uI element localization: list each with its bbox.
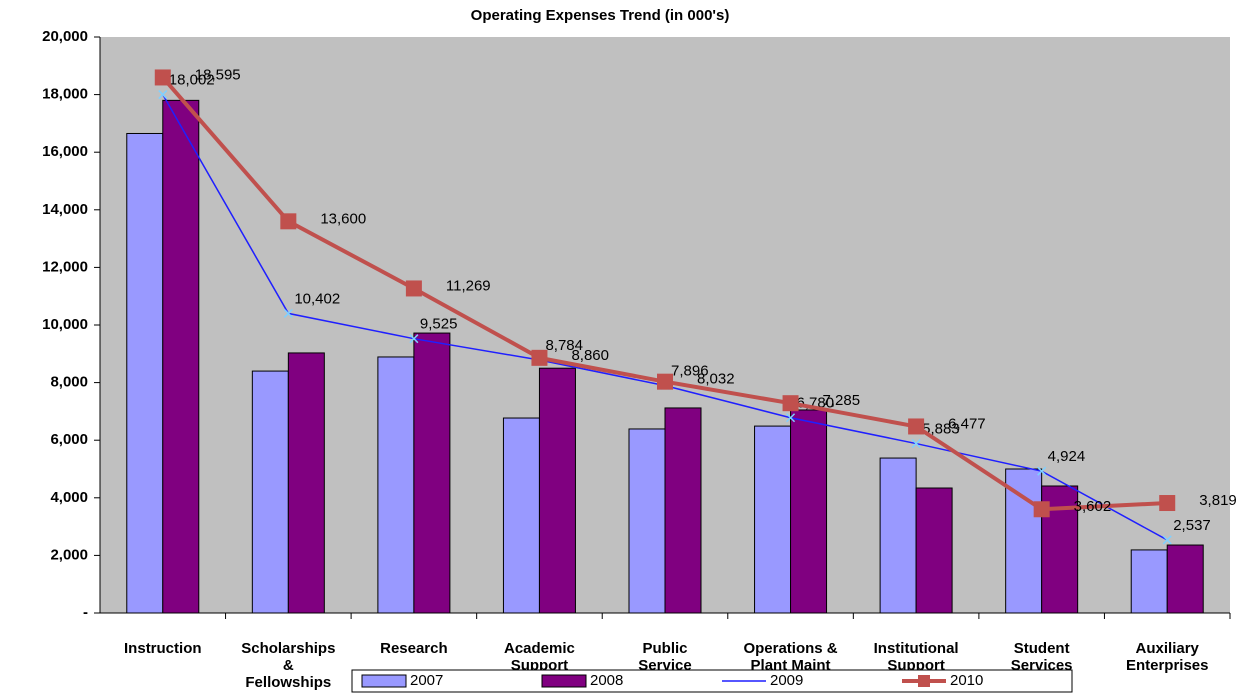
legend-label: 2007 <box>410 672 443 689</box>
marker <box>531 349 548 366</box>
y-tick-label: 6,000 <box>50 431 88 448</box>
x-tick-label: Instruction <box>124 640 202 657</box>
marker <box>158 90 168 100</box>
marker <box>283 308 293 318</box>
x-tick-label: Academic <box>504 640 575 657</box>
x-tick-label: Scholarships <box>241 640 335 657</box>
bar <box>754 425 792 614</box>
legend-label: 2009 <box>770 672 803 689</box>
chart-title: Operating Expenses Trend (in 000's) <box>471 7 730 24</box>
data-label: 6,477 <box>948 415 986 432</box>
marker <box>1162 535 1172 545</box>
y-tick-label: 20,000 <box>42 28 88 45</box>
bar <box>287 352 325 614</box>
marker <box>409 334 419 344</box>
y-tick-label: 2,000 <box>50 546 88 563</box>
marker <box>1033 501 1050 518</box>
y-tick-label: 12,000 <box>42 258 88 275</box>
legend-label: 2008 <box>590 672 623 689</box>
data-label: 9,525 <box>420 316 458 333</box>
bar <box>413 332 451 614</box>
data-label: 7,285 <box>823 392 861 409</box>
legend-box <box>351 669 1073 693</box>
data-label: 11,269 <box>446 277 491 294</box>
x-tick-label: Institutional <box>874 640 959 657</box>
bar <box>628 428 666 614</box>
marker <box>908 418 925 435</box>
x-tick-label: Auxiliary <box>1136 640 1200 657</box>
bar <box>538 367 576 614</box>
bar <box>1130 549 1168 614</box>
bar <box>915 487 953 614</box>
marker <box>280 213 297 230</box>
data-label: 3,602 <box>1074 498 1112 515</box>
y-tick-label: - <box>83 604 88 621</box>
marker <box>1037 466 1047 476</box>
marker <box>405 280 422 297</box>
x-tick-label: & <box>283 657 294 674</box>
marker <box>154 69 171 86</box>
data-label: 13,600 <box>320 210 366 227</box>
bar <box>1166 544 1204 614</box>
bar <box>126 132 164 614</box>
data-label: 3,819 <box>1199 492 1237 509</box>
data-label: 8,784 <box>545 337 583 354</box>
data-label: 7,896 <box>671 363 709 380</box>
y-tick-label: 4,000 <box>50 489 88 506</box>
bar <box>251 370 289 614</box>
legend-swatch <box>361 674 407 688</box>
bar <box>377 356 415 614</box>
data-label: 18,002 <box>169 72 215 89</box>
data-label: 10,402 <box>294 290 340 307</box>
data-label: 8,860 <box>571 347 609 364</box>
data-label: 5,883 <box>922 421 960 438</box>
bar <box>879 457 917 614</box>
data-label: 8,032 <box>697 371 735 388</box>
x-tick-label: Operations & <box>743 640 837 657</box>
x-tick-label: Public <box>642 640 687 657</box>
marker <box>782 395 799 412</box>
bar <box>502 417 540 614</box>
bar <box>790 409 828 614</box>
data-label: 4,924 <box>1048 448 1086 465</box>
marker <box>911 439 921 449</box>
x-tick-label: Research <box>380 640 448 657</box>
y-tick-label: 16,000 <box>42 143 88 160</box>
x-tick-label: Enterprises <box>1126 657 1209 674</box>
y-tick-label: 10,000 <box>42 316 88 333</box>
legend-label: 2010 <box>950 672 983 689</box>
bar <box>162 99 200 614</box>
marker <box>1159 495 1176 512</box>
marker <box>657 373 673 390</box>
x-tick-label: Fellowships <box>245 674 331 691</box>
legend-swatch <box>918 675 930 687</box>
bar <box>664 407 702 614</box>
bar <box>1005 468 1043 614</box>
marker <box>786 413 796 423</box>
data-label: 18,595 <box>195 66 241 83</box>
y-tick-label: 8,000 <box>50 374 88 391</box>
x-tick-label: Student <box>1014 640 1070 657</box>
y-tick-label: 14,000 <box>42 201 88 218</box>
y-tick-label: 18,000 <box>42 86 88 103</box>
data-label: 2,537 <box>1173 517 1211 534</box>
legend-swatch <box>541 674 587 688</box>
